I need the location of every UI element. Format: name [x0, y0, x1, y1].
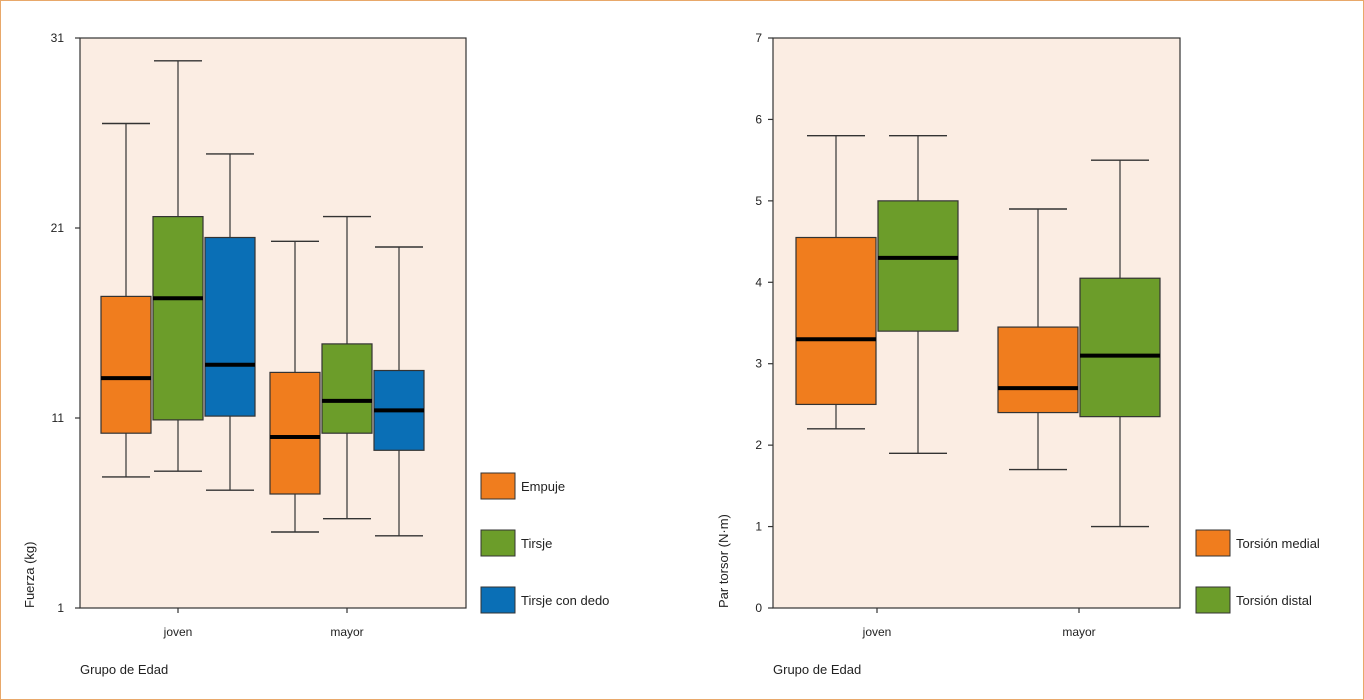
- y-tick-label: 7: [755, 31, 762, 45]
- x-axis-title: Grupo de Edad: [80, 662, 168, 677]
- y-tick-label: 11: [52, 411, 65, 425]
- legend-label: Tirsje con dedo: [521, 593, 609, 608]
- y-tick-label: 1: [57, 601, 64, 615]
- y-axis-title: Par torsor (N·m): [716, 514, 731, 608]
- x-tick-label: mayor: [330, 625, 363, 639]
- box-empuje-joven: [100, 295, 152, 434]
- box-tirsje-mayor: [321, 343, 373, 434]
- y-tick-label: 1: [755, 520, 762, 534]
- legend-label: Torsión medial: [1236, 536, 1320, 551]
- box-tirsje-con-dedo-joven: [204, 236, 256, 417]
- legend-swatch: [480, 529, 516, 557]
- y-axis-title: Fuerza (kg): [22, 542, 37, 608]
- box-torsi-n-distal-mayor: [1079, 277, 1161, 418]
- y-tick-label: 4: [755, 275, 762, 289]
- box-empuje-mayor: [269, 371, 321, 495]
- legend-label: Tirsje: [521, 536, 552, 551]
- y-tick-label: 31: [51, 31, 65, 45]
- legend-label: Torsión distal: [1236, 593, 1312, 608]
- y-tick-label: 3: [755, 357, 762, 371]
- box-torsi-n-distal-joven: [877, 200, 959, 332]
- x-tick-label: joven: [862, 625, 892, 639]
- legend-swatch: [480, 472, 516, 500]
- legend-swatch: [480, 586, 516, 614]
- x-tick-label: joven: [163, 625, 193, 639]
- y-tick-label: 0: [755, 601, 762, 615]
- box-torsi-n-medial-mayor: [997, 326, 1079, 414]
- legend-swatch: [1195, 529, 1231, 557]
- y-tick-label: 6: [755, 112, 762, 126]
- y-tick-label: 5: [755, 194, 762, 208]
- legend-swatch: [1195, 586, 1231, 614]
- x-tick-label: mayor: [1062, 625, 1095, 639]
- x-axis-title: Grupo de Edad: [773, 662, 861, 677]
- box-torsi-n-medial-joven: [795, 236, 877, 406]
- y-tick-label: 2: [755, 438, 762, 452]
- box-tirsje-joven: [152, 216, 204, 421]
- y-tick-label: 21: [51, 221, 65, 235]
- legend-label: Empuje: [521, 479, 565, 494]
